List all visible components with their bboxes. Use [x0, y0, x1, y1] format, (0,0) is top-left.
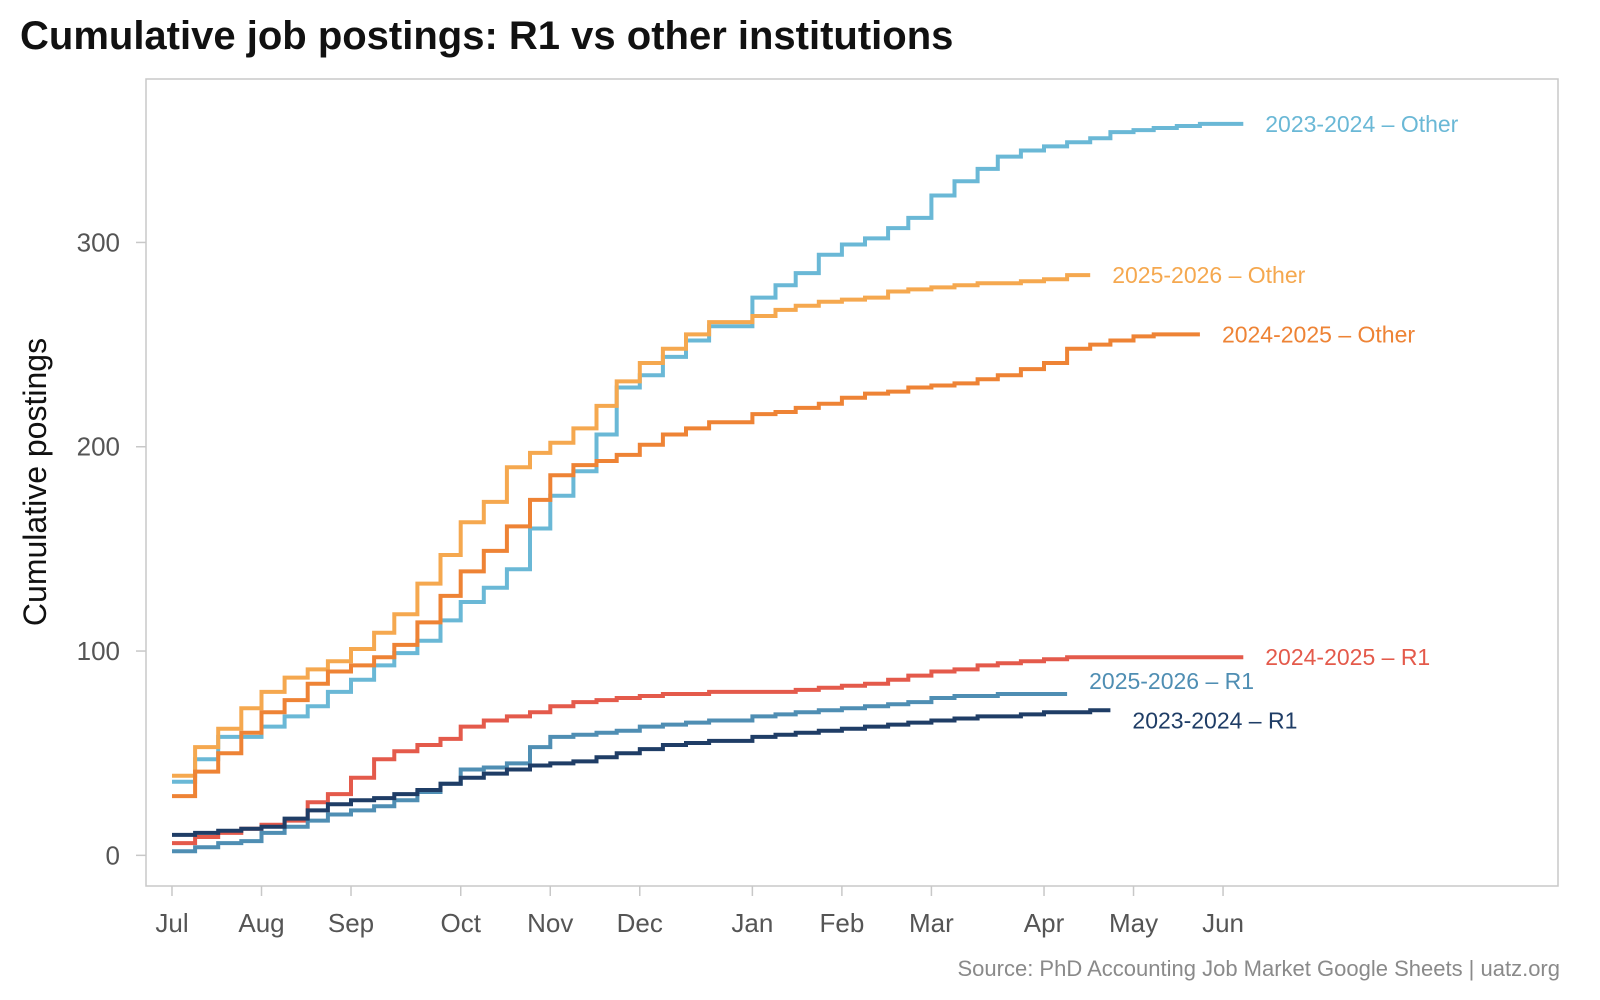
series-end-label: 2023-2024 – R1: [1132, 707, 1297, 733]
series-end-label: 2024-2025 – R1: [1265, 644, 1430, 670]
x-tick-label: Feb: [819, 908, 864, 938]
series-line: [172, 273, 1091, 778]
series-line: [172, 655, 1244, 846]
y-tick-label: 200: [77, 432, 120, 462]
source-note: Source: PhD Accounting Job Market Google…: [957, 956, 1561, 981]
x-tick-label: Jun: [1202, 908, 1244, 938]
y-tick-label: 300: [77, 227, 120, 257]
plot-frame: [145, 78, 1559, 887]
x-tick-label: May: [1109, 908, 1158, 938]
x-tick-label: Mar: [909, 908, 954, 938]
x-tick-label: Jul: [155, 908, 188, 938]
x-tick-label: Nov: [527, 908, 573, 938]
series-end-label: 2023-2024 – Other: [1265, 111, 1458, 137]
series-labels: 2023-2024 – Other 2025-2026 – Other 2024-2…: [1089, 111, 1459, 733]
x-tick-label: Sep: [328, 908, 374, 938]
x-tick-label: Aug: [238, 908, 284, 938]
x-tick-label: Jan: [731, 908, 773, 938]
series-line: [172, 708, 1111, 837]
y-tick-label: 0: [106, 840, 120, 870]
series-lines: [172, 121, 1244, 854]
y-axis-title: Cumulative postings: [17, 338, 53, 626]
series-end-label: 2025-2026 – Other: [1112, 262, 1305, 288]
series-end-label: 2024-2025 – Other: [1222, 321, 1415, 347]
x-tick-label: Dec: [617, 908, 663, 938]
series-line: [172, 692, 1068, 854]
series-end-label: 2025-2026 – R1: [1089, 668, 1254, 694]
series-line: [172, 121, 1244, 784]
x-axis: Jul Aug Sep Oct Nov Dec Jan Feb Mar Apr May Jun: [155, 886, 1244, 938]
chart-title: Cumulative job postings: R1 vs other ins…: [20, 14, 954, 58]
series-line: [172, 332, 1200, 799]
y-tick-label: 100: [77, 636, 120, 666]
x-tick-label: Apr: [1024, 908, 1065, 938]
x-tick-label: Oct: [441, 908, 482, 938]
y-axis: 0 100 200 300: [77, 227, 146, 870]
